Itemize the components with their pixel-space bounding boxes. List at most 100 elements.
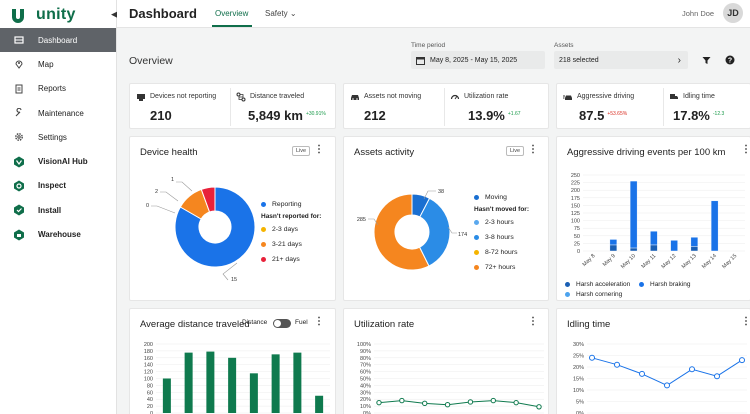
kpi-value: 13.9% — [468, 108, 505, 123]
data-point — [714, 373, 720, 380]
tab-overview[interactable]: Overview — [215, 9, 249, 18]
kpi-value: 210 — [150, 108, 172, 123]
data-label: 174 — [458, 232, 467, 238]
sidebar-item-reports[interactable]: Reports — [0, 77, 116, 101]
y-tick-label: 50% — [360, 377, 371, 383]
legend-item-moving[interactable]: Moving — [474, 194, 507, 201]
inspect-icon — [13, 180, 25, 192]
leader-line — [368, 218, 379, 226]
data-label: 15 — [231, 277, 237, 283]
device-health-donut-chart: 1 2 0 15 — [146, 177, 256, 283]
data-label: 285 — [357, 217, 366, 223]
filter-icon[interactable] — [699, 53, 713, 67]
data-label: 0 — [146, 203, 149, 209]
distance-fuel-toggle[interactable] — [273, 319, 291, 328]
y-tick-label: 225 — [571, 181, 580, 187]
legend-item-3-8-hours[interactable]: 3-8 hours — [474, 234, 514, 241]
live-badge: Live — [292, 146, 311, 156]
legend-item-harsh-braking[interactable]: Harsh braking — [639, 281, 690, 288]
sidebar-item-settings[interactable]: Settings — [0, 125, 116, 149]
assets-selector[interactable]: 218 selected › — [554, 51, 688, 69]
data-point — [444, 402, 451, 408]
series-line — [378, 400, 540, 408]
legend-item-harsh-cornering[interactable]: Harsh cornering — [565, 291, 622, 298]
data-point — [664, 382, 670, 389]
legend-item-reporting[interactable]: Reporting — [261, 201, 301, 208]
legend-item-harsh-acceleration[interactable]: Harsh acceleration — [565, 281, 630, 288]
bar — [650, 231, 658, 246]
y-tick-label: 0% — [576, 411, 584, 414]
kpi-devices-not-reporting[interactable]: Devices not reporting 210 — [130, 84, 230, 130]
y-tick-label: 60 — [147, 390, 153, 396]
sidebar-item-dashboard[interactable]: Dashboard — [0, 28, 116, 53]
kpi-change: +1.67 — [507, 111, 521, 117]
more-options-icon[interactable]: ⋮ — [528, 144, 538, 155]
sidebar-item-warehouse[interactable]: Warehouse — [0, 222, 116, 246]
bar — [710, 200, 719, 252]
kpi-assets-not-moving[interactable]: Assets not moving 212 — [344, 84, 444, 130]
y-tick-label: 15% — [573, 377, 584, 383]
kpi-card-assets-utilization: Assets not moving 212 Utilization rate 1… — [343, 83, 549, 129]
y-tick-label: 20 — [147, 404, 153, 410]
y-tick-label: 100% — [357, 342, 371, 348]
y-tick-label: 25% — [573, 354, 584, 360]
page-title: Dashboard — [129, 6, 197, 21]
legend-item-3-21-days[interactable]: 3-21 days — [261, 241, 302, 248]
tab-safety[interactable]: Safety ⌄ — [265, 9, 297, 18]
sidebar-item-map[interactable]: Map — [0, 52, 116, 76]
truck-icon — [670, 94, 678, 99]
data-point — [689, 366, 695, 373]
legend-item-2-3-hours[interactable]: 2-3 hours — [474, 219, 514, 226]
user-name[interactable]: John Doe — [682, 9, 715, 18]
data-point — [639, 370, 645, 377]
kpi-divider — [230, 88, 231, 126]
legend-item-21-plus-days[interactable]: 21+ days — [261, 256, 300, 263]
assets-label: Assets — [554, 42, 574, 49]
more-options-icon[interactable]: ⋮ — [741, 316, 750, 327]
more-options-icon[interactable]: ⋮ — [314, 144, 324, 155]
data-point — [399, 397, 405, 404]
kpi-value-row: 5,849 km +30.91% — [248, 108, 326, 123]
y-tick-label: 25 — [574, 241, 580, 247]
bar — [629, 247, 638, 252]
sidebar-item-install[interactable]: Install — [0, 198, 116, 222]
kpi-idling-time[interactable]: Idling time 17.8% -12.3 — [663, 84, 750, 130]
y-tick-label: 50 — [574, 234, 580, 240]
aggressive-driving-card: Aggressive driving events per 100 km ⋮ 0… — [556, 136, 750, 301]
more-options-icon[interactable]: ⋮ — [741, 144, 750, 155]
more-options-icon[interactable]: ⋮ — [314, 316, 324, 327]
kpi-utilization-rate[interactable]: Utilization rate 13.9% +1.67 — [444, 84, 550, 130]
y-tick-label: 0 — [577, 249, 580, 255]
average-distance-card: Average distance traveled Distance Fuel … — [129, 308, 336, 414]
app-logo[interactable]: unity — [10, 5, 76, 25]
avatar[interactable]: JD — [723, 3, 743, 23]
sidebar-item-visionai-hub[interactable]: VisionAI Hub — [0, 149, 116, 173]
kpi-aggressive-driving[interactable]: Aggressive driving 87.5 +53.65% — [557, 84, 657, 130]
data-point — [739, 357, 745, 364]
bar — [609, 239, 618, 246]
more-options-icon[interactable]: ⋮ — [528, 316, 538, 327]
sidebar-item-maintenance[interactable]: Maintenance — [0, 101, 116, 125]
legend-item-8-72-hours[interactable]: 8-72 hours — [474, 249, 518, 256]
collapse-sidebar-icon[interactable]: ◀ — [111, 9, 118, 19]
legend-item-2-3-days[interactable]: 2-3 days — [261, 226, 298, 233]
bar — [690, 246, 699, 252]
install-icon — [13, 204, 25, 216]
bar — [184, 352, 193, 413]
data-point — [376, 399, 382, 406]
legend-item-72-plus-hours[interactable]: 72+ hours — [474, 264, 515, 271]
sidebar-item-inspect[interactable]: Inspect — [0, 174, 116, 198]
kpi-value: 5,849 km — [248, 108, 303, 123]
y-tick-label: 175 — [571, 196, 580, 202]
kpi-divider — [444, 88, 445, 126]
kpi-label: Utilization rate — [464, 93, 509, 100]
bar — [670, 240, 678, 252]
bar — [315, 395, 324, 413]
active-tab-indicator — [212, 25, 252, 27]
time-period-picker[interactable]: May 8, 2025 - May 15, 2025 — [411, 51, 545, 69]
help-icon[interactable]: ? — [723, 53, 737, 67]
kpi-distance-traveled[interactable]: Distance traveled 5,849 km +30.91% — [230, 84, 337, 130]
legend-subheading: Hasn't moved for: — [474, 206, 529, 213]
route-icon — [236, 92, 246, 102]
